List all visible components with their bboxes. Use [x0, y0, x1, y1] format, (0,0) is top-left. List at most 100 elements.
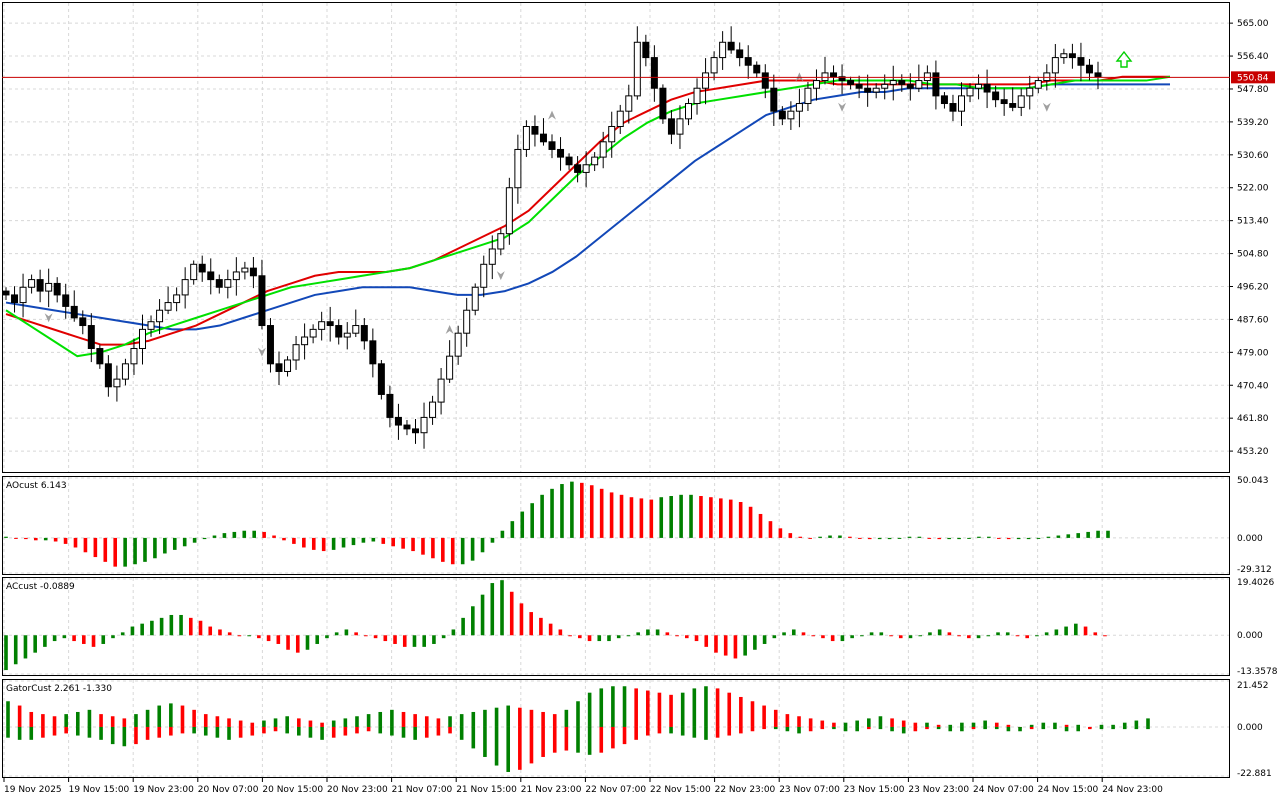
ao-bar — [639, 498, 644, 538]
ac-bar — [13, 635, 18, 665]
ac-bar — [500, 580, 504, 636]
ao-bar — [163, 537, 167, 554]
gator-lower-bar — [494, 726, 499, 766]
ac-bar — [509, 591, 514, 636]
ao-bar — [1096, 530, 1100, 538]
gator-lower-bar — [855, 726, 859, 732]
price-tick-label: 539.20 — [1237, 118, 1269, 128]
gator-upper-bar — [169, 703, 173, 727]
ac-bar — [801, 632, 806, 636]
candle — [940, 92, 948, 109]
candle — [386, 385, 394, 428]
candle — [949, 94, 957, 122]
gator-lower-bar — [169, 726, 173, 736]
gator-upper-bar — [576, 701, 580, 727]
ao-bar — [450, 537, 455, 565]
ao-bar — [73, 537, 78, 548]
time-tick-label: 22 Nov 07:00 — [585, 785, 646, 795]
gator-lower-bar — [203, 726, 208, 736]
ao-bar — [371, 537, 376, 542]
ao-bar — [977, 536, 981, 538]
ao-bar — [282, 537, 286, 541]
ao-bar — [133, 537, 137, 565]
gator-upper-bar — [634, 688, 638, 727]
ac-bar — [646, 629, 650, 636]
gator-lower-bar — [797, 726, 801, 734]
gator-upper-bar — [855, 720, 859, 727]
gator-lower-bar — [192, 726, 196, 734]
ao-bar — [172, 537, 177, 550]
gator-upper-bar — [41, 714, 45, 727]
candle — [966, 83, 974, 103]
ac-bar — [782, 632, 786, 636]
time-tick-label: 23 Nov 15:00 — [844, 785, 905, 795]
candle — [983, 69, 991, 109]
gator-lower-bar — [483, 726, 487, 757]
ao-bar — [1046, 536, 1051, 538]
gator-lower-bar — [378, 726, 383, 734]
ao-bar — [411, 537, 415, 552]
gator-upper-bar — [459, 714, 464, 727]
ac-tick-zero: 0.000 — [1237, 631, 1263, 641]
ac-bar — [237, 635, 242, 637]
candle — [599, 131, 607, 169]
candle — [420, 402, 428, 449]
candle — [505, 177, 513, 245]
gator-upper-bar — [378, 711, 383, 727]
gator-upper-bar — [331, 720, 336, 727]
ac-tick-top: 19.4026 — [1237, 578, 1274, 588]
gator-lower-bar — [1088, 726, 1092, 730]
gator-upper-bar — [17, 705, 22, 727]
gator-lower-bar — [576, 726, 580, 753]
price-tick-label: 487.60 — [1237, 315, 1269, 325]
ao-bar — [1066, 534, 1071, 538]
candle — [139, 314, 146, 365]
candle — [480, 255, 488, 298]
candle — [326, 306, 334, 342]
gator-upper-bar — [645, 690, 650, 727]
gator-lower-bar — [506, 726, 511, 772]
candle — [795, 88, 803, 128]
gator-label: GatorCust 2.261 -1.330 — [6, 684, 112, 694]
candle — [215, 274, 223, 294]
gator-upper-bar — [297, 718, 301, 727]
candle — [958, 82, 965, 126]
gator-upper-bar — [366, 714, 371, 727]
gator-upper-bar — [518, 707, 522, 727]
gator-upper-bar — [564, 709, 569, 727]
price-tick-label: 461.80 — [1237, 414, 1269, 424]
ac-bar — [247, 635, 251, 637]
candle — [335, 319, 343, 345]
gator-upper-bar — [29, 711, 34, 727]
ac-bar — [393, 635, 397, 644]
ao-bar — [520, 511, 525, 538]
gator-lower-bar — [459, 726, 464, 740]
ac-bar — [665, 632, 670, 636]
time-tick-label: 20 Nov 07:00 — [198, 785, 259, 795]
gator-lower-bar — [134, 726, 138, 745]
ao-histogram — [4, 481, 1110, 567]
gator-upper-bar — [52, 716, 57, 727]
ac-bar — [344, 629, 349, 636]
candle — [87, 313, 95, 363]
ac-bar — [198, 620, 203, 636]
ac-bar — [597, 635, 602, 642]
ac-bar — [704, 635, 709, 647]
ao-bar — [768, 521, 773, 538]
ao-bar — [1056, 535, 1061, 538]
ac-bar — [558, 629, 563, 636]
ao-bar — [341, 537, 346, 548]
gator-upper-bar — [1146, 718, 1150, 727]
gator-lower-bar — [750, 726, 755, 732]
candle — [855, 75, 863, 99]
ao-bar — [252, 530, 256, 538]
candle — [104, 355, 112, 397]
ac-bar — [23, 635, 28, 659]
gator-lower-bar — [1064, 726, 1069, 732]
ao-bar — [33, 537, 38, 541]
gator-upper-bar — [203, 714, 208, 727]
gator-lower-bar — [1029, 726, 1034, 730]
gator-lower-bar — [1134, 726, 1139, 730]
candle — [284, 356, 292, 377]
ac-bar — [655, 629, 660, 636]
